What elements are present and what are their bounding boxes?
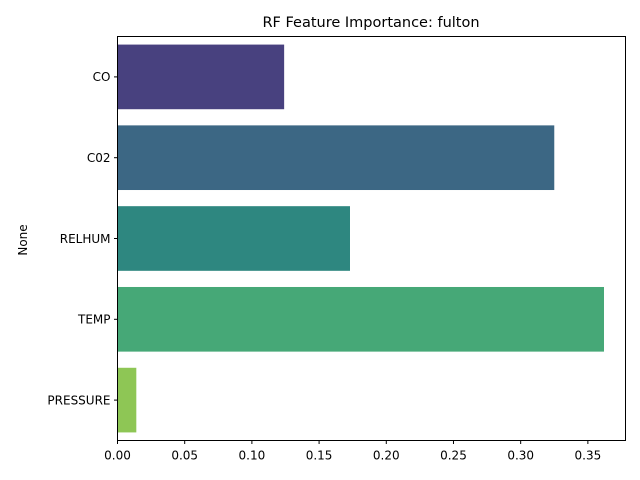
x-tick-label: 0.35 [575, 449, 602, 463]
x-tick-label: 0.00 [104, 449, 131, 463]
plot-frame [117, 36, 626, 441]
y-axis-label: None [16, 224, 30, 255]
x-tick-label: 0.20 [373, 449, 400, 463]
x-tick-label: 0.10 [239, 449, 266, 463]
y-tick-label: TEMP [77, 313, 111, 327]
bar-relhum [117, 206, 350, 271]
y-tick-label: C02 [87, 151, 111, 165]
bar-temp [117, 286, 604, 352]
bar-co [117, 44, 285, 110]
x-tick-label: 0.30 [507, 449, 534, 463]
bar-c02 [117, 125, 555, 191]
x-tick-label: 0.15 [306, 449, 333, 463]
y-tick-label: RELHUM [60, 232, 111, 246]
x-tick-label: 0.25 [440, 449, 467, 463]
chart-title: RF Feature Importance: fulton [262, 15, 479, 31]
y-tick-label: CO [93, 70, 111, 84]
x-tick-label: 0.05 [171, 449, 198, 463]
y-tick-label: PRESSURE [47, 393, 110, 407]
bar-pressure [117, 367, 137, 433]
